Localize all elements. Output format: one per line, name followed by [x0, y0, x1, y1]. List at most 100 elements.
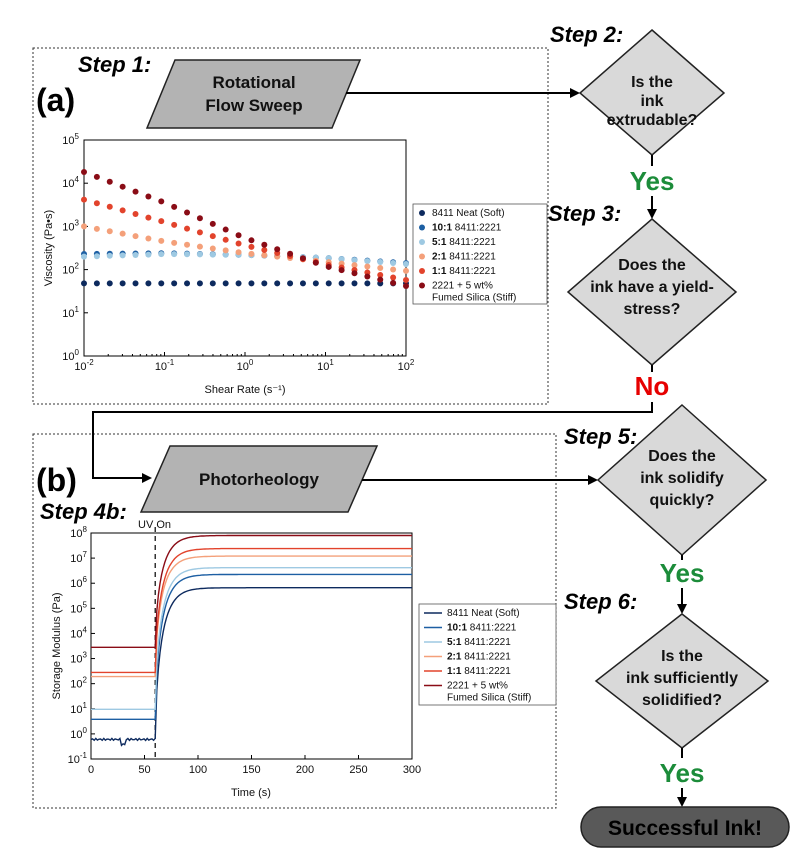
chart-a-point	[106, 203, 113, 210]
chart-a-point	[248, 237, 255, 244]
chart-a-point	[351, 270, 358, 277]
chart-a-point	[184, 241, 191, 248]
chart-a-ytick-label: 104	[62, 175, 79, 190]
chart-a-point	[222, 251, 229, 258]
chart-a-point	[235, 232, 242, 239]
chart-a-point	[106, 280, 113, 287]
chart-a-point	[93, 173, 100, 180]
chart-a-point	[171, 221, 178, 228]
step-6-label: Step 6:	[564, 589, 637, 614]
chart-a-point	[81, 253, 87, 260]
q6-line-2: ink sufficiently	[626, 670, 738, 687]
chart-a-point	[81, 168, 87, 175]
chart-a-xlabel: Shear Rate (s⁻¹)	[205, 384, 286, 396]
chart-a-point	[93, 280, 100, 287]
chart-a-point	[325, 280, 332, 287]
q3-line-3: stress?	[624, 301, 681, 318]
chart-b-xtick-label: 100	[189, 764, 207, 776]
chart-a-point	[351, 262, 358, 269]
chart-a-point	[364, 263, 371, 270]
q5-line-1: Does the	[648, 448, 716, 465]
chart-a-point	[235, 240, 242, 247]
chart-a-point	[196, 229, 203, 236]
successful-ink-text: Successful Ink!	[608, 817, 762, 840]
chart-a-point	[184, 225, 191, 232]
chart-a-point	[93, 253, 100, 260]
chart-a-point	[93, 200, 100, 207]
chart-a-point	[209, 233, 216, 240]
chart-a-point	[196, 243, 203, 250]
chart-b-legend-label: 8411 Neat (Soft)	[447, 608, 520, 619]
chart-a-point	[390, 274, 397, 281]
chart-a-point	[93, 225, 100, 232]
chart-a-point	[235, 280, 242, 287]
chart-a-point	[299, 255, 306, 262]
chart-b-legend-frame	[418, 603, 557, 706]
chart-b-series-line	[91, 547, 412, 674]
step-2-label: Step 2:	[550, 22, 623, 47]
viscosity-chart: Viscosity (Pa•s) Shear Rate (s⁻¹) 10-2 10…	[43, 132, 548, 396]
chart-b-series-line	[91, 555, 412, 678]
chart-b-ytick-label: 104	[70, 625, 87, 640]
chart-a-legend-marker	[419, 282, 425, 289]
chart-a-point	[390, 279, 397, 286]
chart-a-point	[364, 280, 371, 287]
chart-a-point	[184, 209, 191, 216]
panel-b-letter: (b)	[36, 462, 77, 498]
chart-a-point	[132, 210, 139, 217]
chart-a-xtick-label: 10-1	[155, 358, 175, 373]
chart-a-point	[145, 251, 152, 258]
chart-a-point	[274, 280, 281, 287]
chart-a-point	[222, 247, 229, 254]
chart-a-point	[209, 245, 216, 252]
chart-b-ylabel: Storage Modulus (Pa)	[51, 593, 63, 700]
chart-a-point	[287, 250, 294, 257]
chart-a-point	[235, 249, 242, 256]
chart-a-point	[119, 280, 126, 287]
chart-a-legend-label: 10:1 8411:2221	[432, 223, 502, 234]
chart-b-ytick-label: 103	[70, 651, 87, 666]
chart-a-point	[81, 196, 87, 203]
chart-b-xtick-label: 50	[138, 764, 150, 776]
chart-a-point	[261, 252, 268, 259]
photorheology-process	[139, 445, 379, 513]
chart-a-point	[248, 280, 255, 287]
panel-a-frame	[32, 47, 549, 405]
chart-a-legend-marker	[419, 210, 425, 216]
chart-a-point	[248, 250, 255, 257]
chart-a-point	[106, 178, 113, 185]
chart-a-point	[209, 220, 216, 227]
q5-line-3: quickly?	[650, 492, 715, 509]
chart-a-point	[209, 280, 216, 287]
arrow-no-to-photorheology	[92, 402, 653, 483]
chart-a-point	[261, 246, 268, 253]
step-5-label: Step 5:	[564, 424, 637, 449]
chart-a-point	[145, 280, 152, 287]
chart-b-ytick-label: 107	[70, 550, 87, 565]
chart-a-point	[248, 243, 255, 250]
step-4b-label: Step 4b:	[40, 499, 127, 524]
chart-a-point	[132, 188, 139, 195]
chart-a-point	[403, 260, 409, 267]
chart-a-point	[145, 214, 152, 221]
chart-a-point	[196, 280, 203, 287]
answer-no-yield-stress: No	[635, 371, 670, 401]
q5-line-2: ink solidify	[640, 470, 724, 487]
chart-a-point	[171, 251, 178, 258]
chart-a-point	[338, 267, 345, 274]
storage-modulus-chart: Storage Modulus (Pa) Time (s) UV On 0 50 1…	[51, 519, 557, 799]
chart-b-ytick-label: 102	[70, 676, 87, 691]
chart-a-point	[377, 259, 384, 266]
chart-a-point	[351, 280, 358, 287]
chart-a-point	[158, 198, 165, 205]
chart-b-xtick-label: 250	[349, 764, 367, 776]
chart-a-point	[261, 280, 268, 287]
chart-a-point	[274, 246, 281, 253]
chart-b-plot-frame	[90, 532, 413, 760]
chart-a-point	[171, 239, 178, 246]
q2-line-2: ink	[640, 93, 663, 110]
chart-b-xlabel: Time (s)	[231, 787, 271, 799]
chart-a-point	[325, 263, 332, 270]
chart-a-point	[403, 267, 409, 274]
